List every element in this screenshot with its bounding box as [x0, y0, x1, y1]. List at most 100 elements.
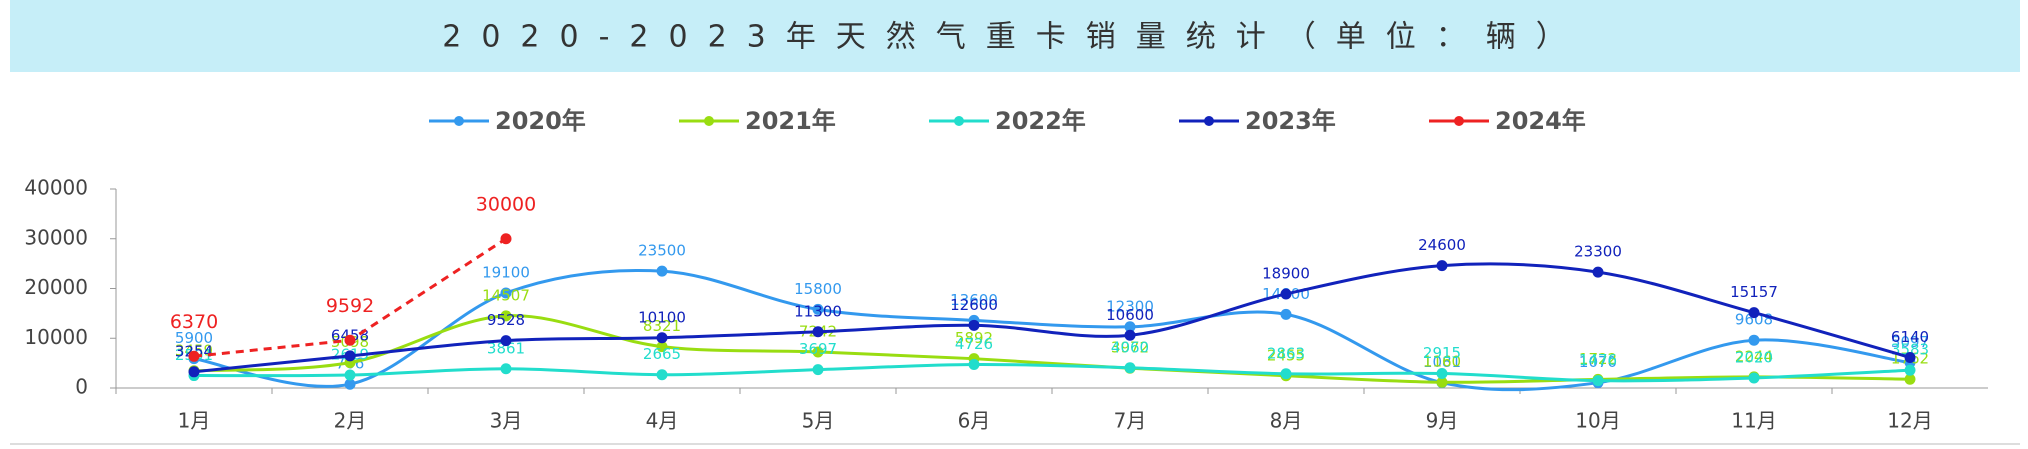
data-point [812, 326, 824, 338]
data-label: 13600 [950, 291, 998, 309]
data-label: 23300 [1574, 243, 1622, 261]
data-point [1748, 334, 1760, 346]
data-point [656, 341, 668, 353]
data-label: 9592 [326, 295, 374, 317]
data-label: 8321 [643, 317, 681, 335]
data-label: 10600 [1106, 306, 1154, 324]
data-point [1748, 307, 1760, 319]
data-point [1904, 364, 1916, 376]
x-tick-label: 3月 [490, 409, 523, 433]
data-label: 2455 [1267, 346, 1305, 364]
data-label: 3861 [487, 339, 525, 357]
data-label: 14507 [482, 286, 530, 304]
data-point [344, 369, 356, 381]
x-tick-label: 10月 [1575, 409, 1620, 433]
data-label: 6370 [170, 311, 218, 333]
x-tick-label: 2月 [334, 409, 367, 433]
title-band [10, 0, 2020, 72]
data-label: 12600 [950, 296, 998, 314]
data-label: 18900 [1262, 264, 1310, 282]
data-label: 5892 [955, 329, 993, 347]
x-tick-label: 7月 [1114, 409, 1147, 433]
data-point [1280, 288, 1292, 300]
data-point [1280, 368, 1292, 380]
data-label: 1070 [1579, 353, 1617, 371]
data-label: 5097 [1891, 333, 1929, 351]
data-point [968, 319, 980, 331]
data-label: 4726 [955, 335, 993, 353]
x-tick-label: 12月 [1887, 409, 1932, 433]
data-point [1904, 373, 1916, 385]
series-line [193, 262, 1911, 374]
x-tick-label: 6月 [958, 409, 991, 433]
data-point [344, 350, 356, 362]
legend-label: 2022年 [995, 107, 1086, 135]
data-point [344, 334, 356, 346]
data-point [1592, 266, 1604, 278]
legend-label: 2023年 [1245, 107, 1336, 135]
data-label: 2665 [643, 345, 681, 363]
x-tick-label: 9月 [1426, 409, 1459, 433]
data-point [968, 358, 980, 370]
legend-label: 2021年 [745, 107, 836, 135]
data-label: 19100 [482, 263, 530, 281]
data-label: 9528 [487, 311, 525, 329]
data-label: 24600 [1418, 236, 1466, 254]
data-label: 10100 [638, 308, 686, 326]
data-point [500, 310, 512, 322]
chart-title: 2020-2023年天然气重卡销量统计（单位：辆） [442, 20, 1586, 55]
data-label: 1160 [1423, 353, 1461, 371]
data-label: 15157 [1730, 283, 1778, 301]
y-tick-label: 30000 [24, 225, 88, 249]
data-label: 23500 [638, 242, 686, 260]
data-label: 2020 [1735, 348, 1773, 366]
data-label: 6140 [1891, 328, 1929, 346]
legend-label: 2024年 [1495, 107, 1586, 135]
data-point [500, 233, 512, 245]
data-label: 11300 [794, 302, 842, 320]
legend-dot [1204, 116, 1214, 126]
data-point [1748, 372, 1760, 384]
data-label: 2244 [1735, 347, 1773, 365]
data-point [1904, 351, 1916, 363]
x-tick-label: 4月 [646, 409, 679, 433]
data-label: 3459 [175, 341, 213, 359]
series-line [193, 314, 1911, 384]
data-label: 1476 [1579, 351, 1617, 369]
legend-dot [704, 116, 714, 126]
data-label: 4060 [1111, 338, 1149, 356]
data-point [656, 265, 668, 277]
legend-dot [954, 116, 964, 126]
data-point [812, 346, 824, 358]
legend-dot [454, 116, 464, 126]
data-label: 3972 [1111, 339, 1149, 357]
data-point [1436, 260, 1448, 272]
x-tick-label: 1月 [178, 409, 211, 433]
data-label: 5900 [175, 329, 213, 347]
data-point [656, 332, 668, 344]
series-line [193, 362, 1911, 383]
x-tick-label: 5月 [802, 409, 835, 433]
data-point [812, 303, 824, 315]
data-point [188, 350, 200, 362]
data-label: 12300 [1106, 297, 1154, 315]
data-label: 30000 [476, 193, 536, 215]
y-tick-label: 40000 [24, 176, 88, 200]
data-point [1280, 308, 1292, 320]
data-point [500, 335, 512, 347]
y-tick-label: 20000 [24, 275, 88, 299]
data-point [656, 369, 668, 381]
data-label: 15800 [794, 280, 842, 298]
data-point [1124, 329, 1136, 341]
data-point [1436, 367, 1448, 379]
data-point [500, 363, 512, 375]
data-label: 2915 [1423, 344, 1461, 362]
data-point [1124, 362, 1136, 374]
data-point [500, 287, 512, 299]
data-label: 1722 [1579, 350, 1617, 368]
data-point [344, 378, 356, 390]
data-point [1124, 321, 1136, 333]
data-point [1592, 375, 1604, 387]
y-tick-label: 0 [75, 375, 88, 399]
